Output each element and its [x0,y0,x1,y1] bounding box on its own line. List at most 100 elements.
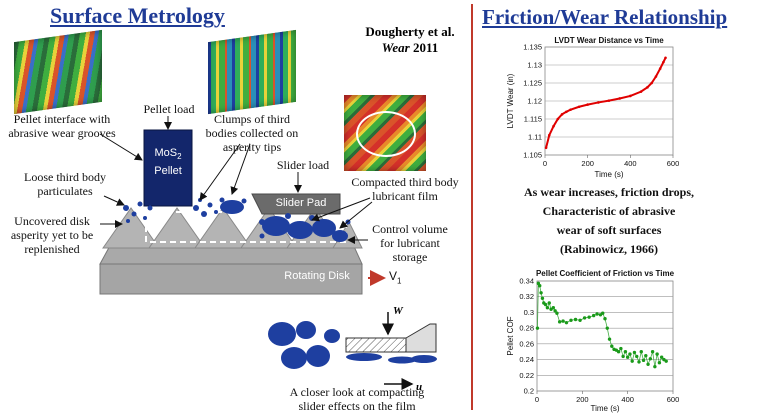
slider-pad [251,193,341,215]
data-point [621,354,625,359]
data-point [535,326,540,330]
data-point [650,81,653,85]
velocity-label: V1 [389,269,401,285]
data-point [544,146,548,150]
data-point [577,105,581,109]
data-point [632,350,637,355]
data-point [551,306,556,310]
label-uncovered-asperity: Uncovered disk asperity yet to be replen… [10,214,94,256]
y-tick-label: 1.105 [523,151,542,160]
x-tick-label: 0 [535,395,539,404]
data-point [657,361,662,365]
x-tick-label: 600 [667,159,680,168]
data-point [641,358,646,363]
data-point [646,86,649,89]
citation: Dougherty et al. Wear 2011 [350,24,470,56]
data-point [662,60,665,64]
pointer-loose [103,195,125,206]
friction-statement: As wear increases, friction drops, Chara… [490,183,728,259]
data-point [556,117,560,121]
data-point [586,103,589,106]
data-point [569,318,573,322]
data-point [648,357,653,361]
label-pellet-load: Pellet load [143,102,195,116]
data-point [644,353,648,358]
y-tick-label: 1.115 [524,115,542,124]
pellet-label: Pellet [154,165,182,178]
data-point [635,354,639,359]
x-axis-label: Time (s) [594,170,623,179]
y-axis-label: Pellet COF [506,316,515,355]
data-point [618,97,621,100]
pointer-clumps-2 [230,143,251,195]
y-tick-label: 0.22 [519,371,534,380]
data-point [591,313,596,318]
mos2-label: MoS [154,147,178,159]
x-tick-label: 400 [624,159,637,168]
label-loose-particulates: Loose third body particulates [24,170,106,198]
data-point [595,312,599,316]
label-pellet-interface: Pellet interface with abrasive wear groo… [8,112,116,140]
data-point [601,311,605,315]
data-point [628,352,632,356]
y-tick-label: 0.28 [519,324,534,333]
data-point [587,315,591,319]
velocity-symbol: V [389,269,398,283]
x-tick-label: 200 [576,395,589,404]
y-tick-label: 0.32 [519,292,534,301]
data-point [610,344,614,348]
data-point [582,316,587,320]
data-point [616,350,621,354]
data-point [654,75,658,78]
y-tick-label: 1.13 [527,61,542,70]
data-point [565,110,568,114]
data-point [543,302,548,307]
data-point [623,350,628,354]
mos2-pellet [143,129,193,207]
data-point [658,67,662,70]
data-point [607,99,611,102]
label-closer-look: A closer look at compacting slider effec… [289,385,425,413]
label-compacted-film: Compacted third body lubricant film [351,175,459,203]
panel-divider [471,4,473,410]
data-point [555,311,559,315]
mos2-subscript: 2 [177,152,182,162]
inset-detail [268,312,437,390]
data-point [605,326,609,330]
data-point [639,90,643,93]
wear-chart: LVDT Wear Distance vs Time 1.105 1.11 1.115… [506,36,680,179]
data-point [659,355,664,359]
data-point [552,124,555,128]
data-point [630,359,634,363]
data-point [578,318,582,322]
data-point [629,94,632,98]
label-slider-load: Slider load [276,158,330,172]
y-tick-label: 1.135 [523,43,542,52]
x-tick-label: 400 [621,395,634,404]
mos2-pellet-label: MoS2 Pellet [144,146,192,178]
chart-title: LVDT Wear Distance vs Time [554,36,664,45]
data-point [650,350,655,354]
data-point [538,284,542,288]
velocity-subscript: 1 [397,276,402,286]
citation-journal: Wear [381,40,410,55]
y-tick-label: 0.24 [519,355,534,364]
left-title: Surface Metrology [50,3,225,28]
data-point [639,350,643,354]
data-point [637,360,641,364]
data-point [607,337,612,341]
statement-line-2: Characteristic of abrasive [542,204,676,218]
right-title: Friction/Wear Relationship [482,5,728,29]
y-tick-label: 1.125 [523,79,542,88]
slider-pad-label: Slider Pad [275,197,327,209]
data-point [619,346,623,351]
y-tick-label: 1.11 [528,133,542,142]
inset-u-label: u [416,381,423,393]
y-tick-label: 0.26 [519,339,534,348]
data-point [564,320,569,325]
data-point [561,319,565,323]
y-tick-label: 0.34 [519,277,534,286]
citation-year: 2011 [412,40,439,55]
y-tick-label: 0.3 [524,308,534,317]
rotating-disk [99,263,363,295]
